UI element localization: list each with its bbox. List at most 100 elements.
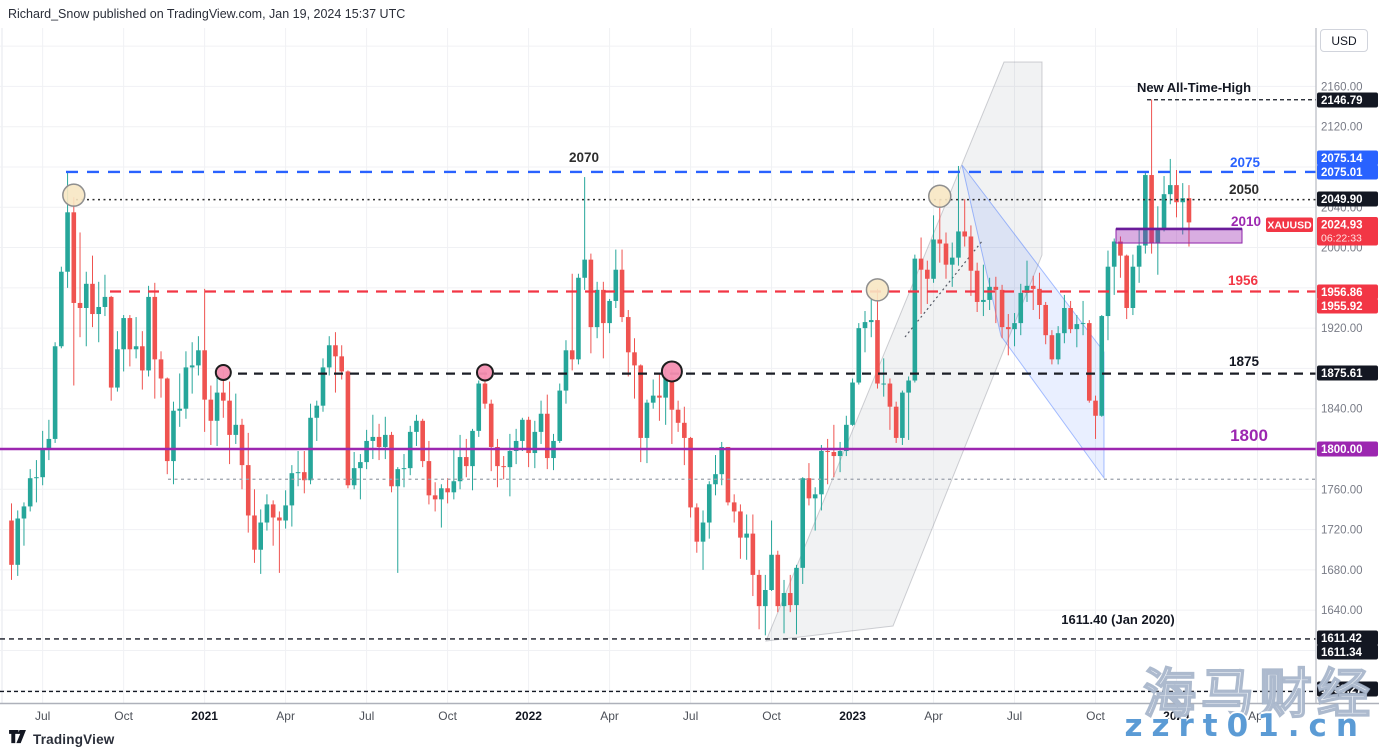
tradingview-logo-link[interactable]: TradingView xyxy=(8,729,114,749)
time-axis-label: 2022 xyxy=(515,709,542,723)
candle-body xyxy=(850,382,855,425)
symbol-badge xyxy=(1266,217,1313,232)
currency-toggle-button[interactable]: USD xyxy=(1320,29,1368,52)
candle xyxy=(931,215,936,283)
candle-body xyxy=(1136,245,1142,267)
price-touch-marker[interactable] xyxy=(214,363,232,381)
time-axis-label: Jul xyxy=(35,709,50,723)
candle xyxy=(177,373,183,427)
supply-zone-box[interactable] xyxy=(1115,228,1243,244)
price-scale-drag-area[interactable] xyxy=(1316,28,1379,703)
candle xyxy=(308,403,313,485)
chart-annotation: 2010 xyxy=(1231,214,1261,229)
candle-body xyxy=(744,533,749,538)
price-touch-marker[interactable] xyxy=(475,363,494,382)
time-axis-label: Apr xyxy=(276,709,295,723)
candle xyxy=(638,364,644,463)
candle xyxy=(270,500,276,546)
candle xyxy=(981,264,986,317)
candle-body xyxy=(115,349,120,388)
tradingview-brand-text: TradingView xyxy=(33,731,115,747)
price-level-badge-text: 1559.27 xyxy=(1321,684,1363,696)
candle-body xyxy=(912,258,918,381)
candle xyxy=(1086,320,1092,403)
price-touch-marker[interactable] xyxy=(865,278,890,302)
candle-body xyxy=(65,212,70,272)
candle-body xyxy=(582,259,587,278)
candle xyxy=(993,276,999,324)
candle-body xyxy=(794,567,799,606)
candle xyxy=(520,417,525,452)
price-level-badge xyxy=(1317,92,1378,108)
price-touch-marker[interactable] xyxy=(928,184,952,208)
candle xyxy=(1099,315,1105,417)
time-axis-label: 2024 xyxy=(1163,709,1190,723)
candle-body xyxy=(601,289,606,324)
candle xyxy=(825,438,830,485)
candle xyxy=(1124,254,1129,320)
candle xyxy=(862,311,868,353)
candle xyxy=(943,232,949,279)
candle-body xyxy=(1043,304,1048,336)
candle-body xyxy=(918,258,924,270)
candle xyxy=(912,254,918,383)
candle xyxy=(376,423,382,461)
time-scale-drag-area[interactable] xyxy=(0,705,1316,727)
candle xyxy=(856,323,862,385)
candle-body xyxy=(987,286,992,300)
candle-body xyxy=(844,424,849,452)
candle-body xyxy=(289,473,295,506)
descending-channel-shape[interactable] xyxy=(961,164,1105,480)
candle-body xyxy=(688,437,693,508)
candle xyxy=(283,490,288,529)
candle xyxy=(277,511,282,573)
candle xyxy=(1074,315,1080,348)
time-axis-label: Apr xyxy=(1248,709,1267,723)
candle xyxy=(15,510,21,576)
candle-body xyxy=(538,413,544,432)
price-level-badge xyxy=(1317,644,1378,660)
candle xyxy=(557,383,563,443)
candle-body xyxy=(507,451,513,468)
candle xyxy=(314,400,320,441)
candle-body xyxy=(15,518,21,565)
candle-body xyxy=(526,419,531,454)
price-axis-tick: 2000.00 xyxy=(1321,243,1363,255)
candle-body xyxy=(900,392,905,438)
candle xyxy=(644,399,650,464)
candle-body xyxy=(333,345,338,357)
candle xyxy=(389,431,394,493)
candle xyxy=(918,237,924,315)
candle-body xyxy=(1099,316,1105,416)
price-touch-marker[interactable] xyxy=(660,360,683,383)
candle xyxy=(893,401,899,443)
price-level-badge xyxy=(1317,284,1378,300)
candle xyxy=(227,381,232,465)
candle xyxy=(1155,206,1161,275)
time-axis-label: Jul xyxy=(359,709,374,723)
candle xyxy=(34,460,39,503)
candle xyxy=(532,420,538,469)
candle xyxy=(1012,313,1017,347)
candle xyxy=(463,438,469,478)
candle xyxy=(763,574,768,636)
candle xyxy=(725,446,731,506)
candle-body xyxy=(1186,198,1192,223)
candle xyxy=(881,358,886,397)
candle-body xyxy=(1074,324,1080,330)
candle-body xyxy=(769,554,774,591)
candle-body xyxy=(27,478,33,507)
ascending-channel-shape[interactable] xyxy=(765,61,1043,642)
chart-annotation: 1875 xyxy=(1229,354,1260,369)
candle-body xyxy=(875,320,880,384)
candle xyxy=(968,225,974,296)
candle xyxy=(202,288,207,432)
price-touch-marker[interactable] xyxy=(62,183,86,207)
candle-body xyxy=(937,239,943,244)
candle xyxy=(1030,275,1036,311)
candle xyxy=(1167,158,1173,205)
price-level-badge-text: 1611.34 xyxy=(1321,647,1363,659)
candle xyxy=(401,454,407,488)
dotted-trendline xyxy=(904,239,984,338)
candle-body xyxy=(133,346,139,350)
